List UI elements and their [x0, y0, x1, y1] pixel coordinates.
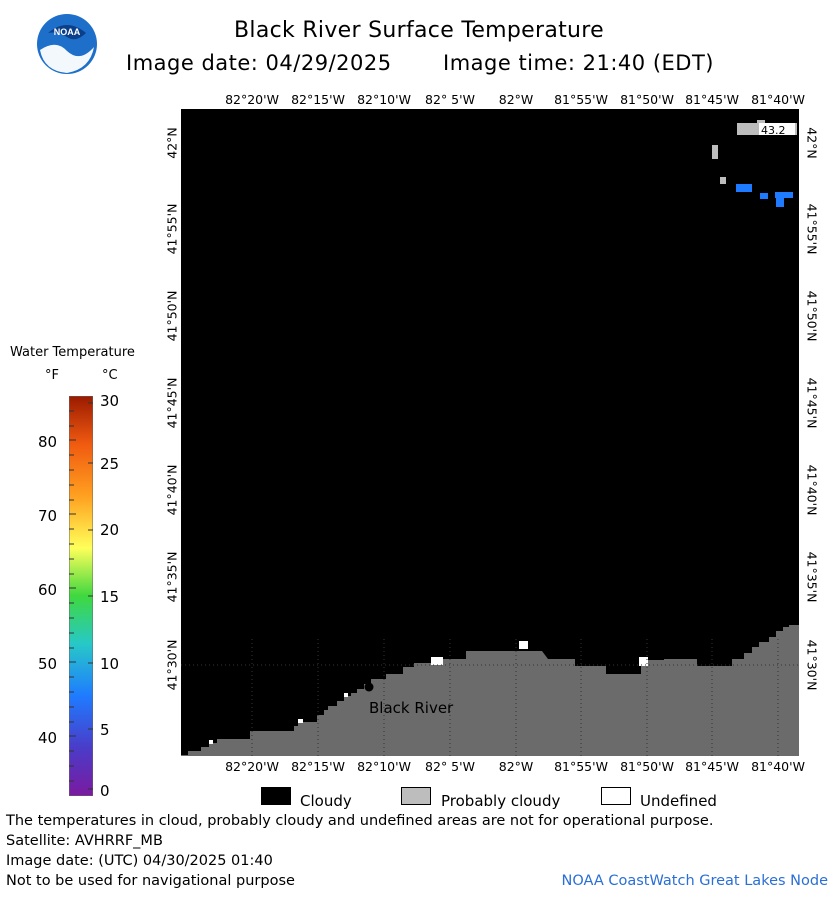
utc-date: Image date: (UTC) 04/30/2025 01:40 [6, 853, 273, 869]
celsius-tick: 20 [100, 521, 120, 539]
fahrenheit-tick: 70 [38, 507, 58, 525]
probably-cloudy-swatch [401, 787, 431, 805]
undefined-area [344, 693, 348, 697]
black-river-marker [364, 682, 374, 692]
celsius-tick: 5 [100, 721, 110, 739]
unit-fahrenheit: °F [45, 368, 59, 383]
fahrenheit-tick: 40 [38, 729, 58, 747]
fahrenheit-tick: 80 [38, 433, 58, 451]
lat-label-left: 41°35'N [164, 551, 180, 603]
legend-title: Water Temperature [10, 345, 135, 360]
lon-label-top: 81°40'W [751, 92, 805, 107]
lat-label-right: 41°45'N [804, 377, 820, 429]
undefined-area [519, 641, 528, 649]
undefined-area [431, 657, 443, 665]
celsius-tick: 30 [100, 392, 120, 410]
cloudy-label: Cloudy [300, 792, 352, 810]
water-temperature-cells [736, 184, 793, 207]
lon-label-top: 82°10'W [357, 92, 411, 107]
lat-label-right: 41°40'N [804, 464, 820, 516]
noaa-logo: NOAA [36, 13, 98, 75]
navigation-warning: Not to be used for navigational purpose [6, 873, 295, 889]
lat-label-left: 41°45'N [164, 377, 180, 429]
unit-celsius: °C [102, 368, 118, 383]
undefined-area [209, 740, 213, 744]
celsius-tick: 15 [100, 588, 120, 606]
sst-label-box [759, 123, 795, 135]
temperature-colorbar [68, 395, 94, 797]
undefined-label: Undefined [640, 792, 717, 810]
lon-label-bottom: 82°20'W [225, 759, 279, 774]
land-area [181, 625, 799, 756]
fahrenheit-tick: 50 [38, 655, 58, 673]
lon-label-bottom: 82°W [498, 759, 534, 774]
celsius-tick: 0 [100, 782, 110, 800]
lon-label-top: 82° 5'W [425, 92, 475, 107]
lon-label-top: 82°W [498, 92, 534, 107]
lat-label-left: 41°30'N [164, 639, 180, 691]
undefined-swatch [601, 787, 631, 805]
lat-label-right: 41°35'N [804, 551, 820, 603]
lon-label-bottom: 82°10'W [357, 759, 411, 774]
probably-cloudy-area [720, 177, 726, 184]
celsius-tick: 10 [100, 655, 120, 673]
lon-label-top: 82°20'W [225, 92, 279, 107]
temperature-map: Black River 43.2 [181, 109, 799, 756]
lat-label-left: 41°55'N [164, 203, 180, 255]
probably-cloudy-area [712, 145, 718, 159]
page-title: Black River Surface Temperature [234, 18, 604, 43]
lon-label-bottom: 81°45'W [685, 759, 739, 774]
disclaimer: The temperatures in cloud, probably clou… [6, 813, 714, 829]
lon-label-bottom: 81°50'W [620, 759, 674, 774]
lat-label-right: 41°30'N [804, 639, 820, 691]
lon-label-top: 81°45'W [685, 92, 739, 107]
cloudy-swatch [261, 787, 291, 805]
graticule [181, 639, 799, 756]
lat-label-right: 41°50'N [804, 290, 820, 342]
svg-text:NOAA: NOAA [54, 27, 81, 37]
celsius-tick: 25 [100, 455, 120, 473]
lon-label-bottom: 82° 5'W [425, 759, 475, 774]
image-date: Image date: 04/29/2025 [126, 51, 392, 75]
lon-label-top: 81°55'W [554, 92, 608, 107]
probably-cloudy-label: Probably cloudy [441, 792, 561, 810]
lat-label-left: 42°N [164, 127, 180, 159]
lat-label-right: 41°55'N [804, 203, 820, 255]
map-canvas: Black River 43.2 [181, 109, 799, 756]
lat-label-left: 41°50'N [164, 290, 180, 342]
lon-label-top: 82°15'W [291, 92, 345, 107]
black-river-label: Black River [369, 699, 454, 717]
satellite-info: Satellite: AVHRRF_MB [6, 833, 163, 849]
cloud-area [181, 109, 799, 756]
credit-link[interactable]: NOAA CoastWatch Great Lakes Node [561, 873, 828, 889]
image-time: Image time: 21:40 (EDT) [443, 51, 714, 75]
fahrenheit-tick: 60 [38, 581, 58, 599]
lat-label-right: 42°N [804, 127, 820, 159]
lon-label-bottom: 82°15'W [291, 759, 345, 774]
lon-label-bottom: 81°40'W [751, 759, 805, 774]
sst-value: 43.2 [761, 124, 786, 137]
lon-label-bottom: 81°55'W [554, 759, 608, 774]
undefined-area [298, 719, 303, 723]
lon-label-top: 81°50'W [620, 92, 674, 107]
lat-label-left: 41°40'N [164, 464, 180, 516]
undefined-area [639, 657, 648, 666]
